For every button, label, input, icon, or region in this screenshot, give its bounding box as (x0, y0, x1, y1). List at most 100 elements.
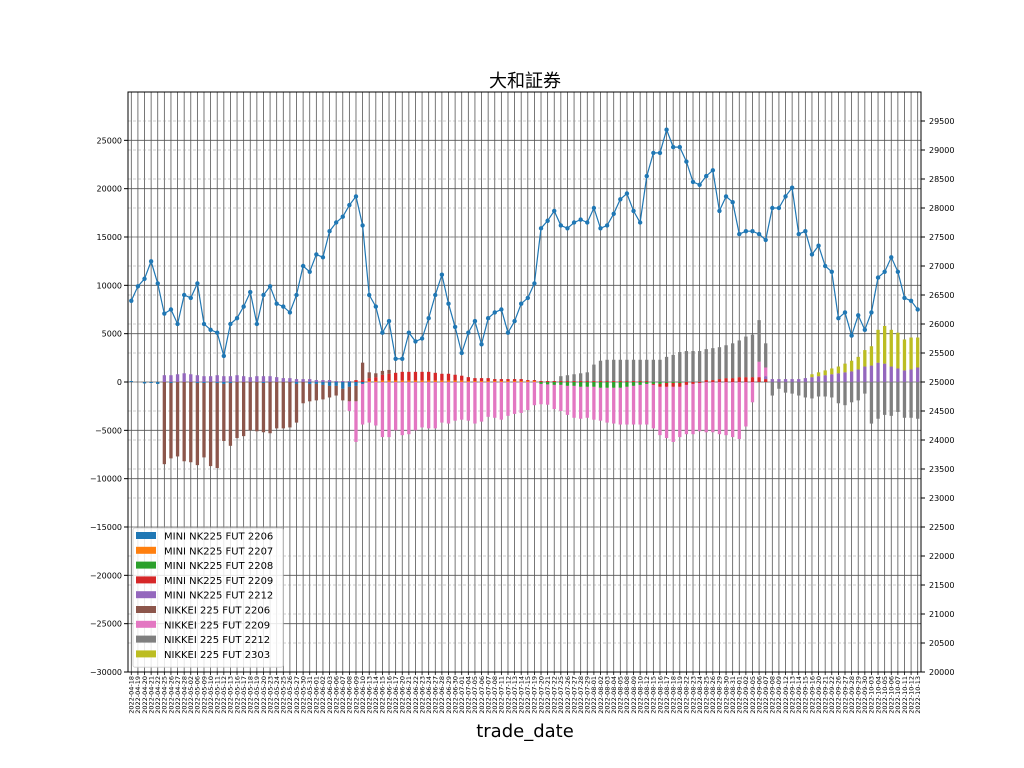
x-tick-label: 2022-06-01 (313, 676, 321, 714)
bar-mini-nk225-fut-2209 (400, 371, 404, 381)
bar-nikkei-225-fut-2206 (301, 382, 305, 404)
bar-mini-nk225-fut-2209 (684, 382, 689, 385)
bar-nikkei-225-fut-2209 (407, 382, 411, 435)
bar-nikkei-225-fut-2209 (724, 382, 728, 436)
line-point (413, 339, 418, 344)
line-point (915, 307, 920, 312)
bar-nikkei-225-fut-2209 (684, 384, 689, 435)
bar-nikkei-225-fut-2212 (902, 382, 907, 418)
line-point (803, 229, 808, 234)
bar-nikkei-225-fut-2212 (783, 382, 788, 393)
x-tick-label: 2022-08-09 (630, 676, 638, 714)
x-tick-label: 2022-07-26 (564, 676, 572, 714)
bar-mini-nk225-fut-2212 (321, 380, 325, 382)
bar-nikkei-225-fut-2212 (896, 382, 900, 412)
bar-nikkei-225-fut-2209 (744, 382, 748, 427)
bar-mini-nk225-fut-2212 (294, 379, 299, 382)
x-tick-label: 2022-09-15 (802, 676, 810, 714)
line-point (261, 292, 266, 298)
line-point (518, 301, 524, 306)
bar-mini-nk225-fut-2212 (843, 372, 847, 382)
bar-nikkei-225-fut-2212 (863, 382, 867, 394)
bar-mini-nk225-fut-2212 (816, 376, 821, 382)
bar-nikkei-225-fut-2209 (440, 382, 444, 423)
x-tick-label: 2022-06-27 (432, 676, 440, 714)
y-tick-label: 20000 (97, 185, 122, 194)
bar-nikkei-225-fut-2209 (737, 382, 741, 440)
bar-mini-nk225-fut-2212 (169, 375, 173, 382)
line-point (148, 259, 154, 264)
x-tick-label: 2022-07-22 (551, 676, 559, 714)
bar-mini-nk225-fut-2206 (314, 382, 318, 384)
bar-nikkei-225-fut-2206 (222, 383, 226, 441)
y2-tick-label: 26500 (929, 291, 954, 300)
bar-mini-nk225-fut-2212 (836, 373, 841, 382)
bar-nikkei-225-fut-2209 (367, 382, 371, 423)
bar-nikkei-225-fut-2212 (684, 351, 689, 382)
bar-nikkei-225-fut-2209 (612, 387, 616, 424)
bar-nikkei-225-fut-2209 (526, 382, 530, 411)
x-tick-label: 2022-08-26 (709, 676, 717, 714)
bar-nikkei-225-fut-2206 (275, 382, 279, 429)
bar-nikkei-225-fut-2206 (248, 382, 252, 431)
legend-swatch (136, 620, 156, 628)
bar-mini-nk225-fut-2206 (222, 382, 226, 384)
bar-nikkei-225-fut-2303 (856, 356, 860, 370)
line-point (717, 208, 722, 214)
x-tick-label: 2022-08-15 (650, 676, 658, 714)
x-tick-label: 2022-05-10 (207, 676, 215, 714)
bar-mini-nk225-fut-2209 (724, 378, 728, 382)
bar-nikkei-225-fut-2209 (519, 382, 523, 413)
y2-tick-label: 27000 (929, 262, 954, 271)
bar-nikkei-225-fut-2303 (823, 370, 827, 376)
bar-nikkei-225-fut-2212 (565, 375, 570, 382)
y2-tick-label: 20000 (929, 668, 954, 677)
legend-label: NIKKEI 225 FUT 2303 (164, 650, 270, 661)
bar-nikkei-225-fut-2209 (552, 384, 556, 410)
bar-nikkei-225-fut-2212 (777, 382, 781, 389)
line-point (598, 226, 603, 231)
bar-mini-nk225-fut-2212 (215, 375, 219, 382)
line-point (809, 252, 815, 257)
x-tick-label: 2022-05-17 (240, 676, 248, 714)
bar-mini-nk225-fut-2209 (407, 371, 411, 381)
bar-nikkei-225-fut-2209 (512, 382, 517, 414)
y-tick-label: −15000 (90, 523, 122, 532)
bar-nikkei-225-fut-2206 (327, 385, 332, 398)
bar-mini-nk225-fut-2208 (678, 382, 682, 383)
y-tick-label: 25000 (97, 136, 122, 145)
bar-mini-nk225-fut-2212 (162, 375, 166, 382)
bar-nikkei-225-fut-2209 (671, 386, 675, 442)
x-tick-label: 2022-08-30 (722, 676, 730, 714)
bar-nikkei-225-fut-2212 (572, 374, 576, 382)
x-tick-label: 2022-08-01 (590, 676, 598, 714)
bar-nikkei-225-fut-2212 (631, 359, 636, 382)
line-point (591, 205, 597, 211)
line-point (162, 311, 167, 316)
bar-mini-nk225-fut-2212 (222, 376, 226, 382)
line-point (750, 229, 755, 234)
x-tick-label: 2022-05-13 (227, 676, 235, 714)
y2-tick-label: 29500 (929, 117, 954, 126)
bar-mini-nk225-fut-2207 (393, 380, 398, 382)
bar-mini-nk225-fut-2206 (321, 382, 325, 385)
bar-mini-nk225-fut-2209 (433, 372, 437, 381)
bar-nikkei-225-fut-2212 (605, 359, 609, 382)
bar-nikkei-225-fut-2206 (215, 382, 219, 469)
bar-mini-nk225-fut-2208 (579, 382, 583, 387)
x-tick-label: 2022-06-13 (366, 676, 374, 714)
line-point (215, 330, 220, 335)
line-point (822, 263, 828, 269)
x-tick-label: 2022-08-22 (683, 676, 691, 714)
bar-mini-nk225-fut-2207 (380, 380, 385, 382)
bar-nikkei-225-fut-2212 (625, 359, 629, 382)
bar-nikkei-225-fut-2212 (724, 345, 728, 379)
y-tick-label: 5000 (102, 330, 122, 339)
bar-mini-nk225-fut-2212 (797, 379, 801, 382)
y-tick-label: 0 (117, 378, 122, 387)
bar-mini-nk225-fut-2207 (519, 381, 523, 382)
bar-mini-nk225-fut-2209 (671, 382, 675, 387)
x-tick-label: 2022-09-13 (788, 676, 796, 714)
bar-mini-nk225-fut-2206 (156, 382, 160, 384)
